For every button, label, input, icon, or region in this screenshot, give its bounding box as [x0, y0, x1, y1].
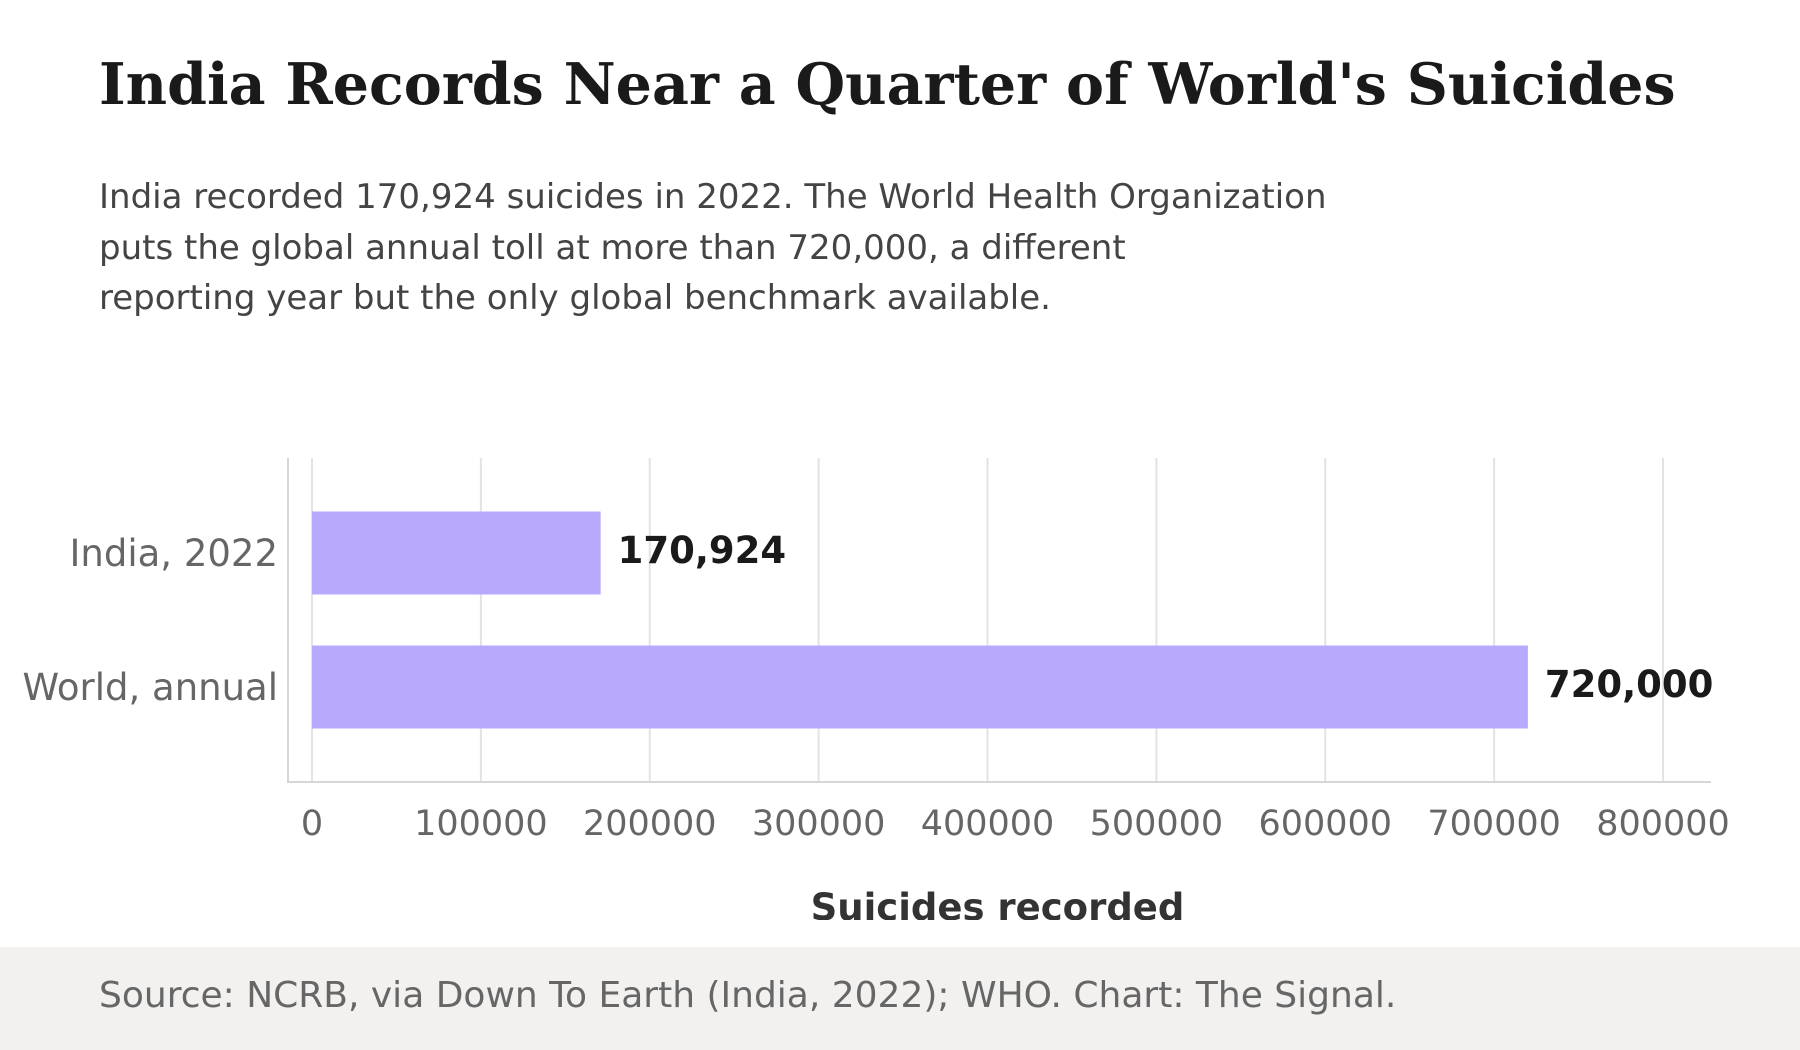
- x-tick-label: 600000: [1258, 804, 1392, 844]
- category-label: India, 2022: [70, 532, 279, 575]
- x-tick-label: 100000: [414, 804, 548, 844]
- bar: [312, 645, 1528, 729]
- footer-bar: [0, 947, 1800, 1050]
- source-note: Source: NCRB, via Down To Earth (India, …: [99, 975, 1397, 1016]
- x-tick-label: 200000: [583, 804, 717, 844]
- x-tick-label: 800000: [1596, 804, 1730, 844]
- bar-chart: 0 100000 200000 300000 400000 500000 600000 700…: [22, 458, 1730, 920]
- gridlines: [311, 458, 1664, 782]
- labels: 0 100000 200000 300000 400000 500000 600000 700…: [22, 529, 1729, 920]
- category-label: World, annual: [22, 666, 278, 709]
- x-tick-label: 400000: [921, 804, 1055, 844]
- value-label: 170,924: [618, 529, 787, 572]
- bars: [312, 511, 1528, 729]
- axes: [287, 458, 1711, 783]
- value-label: 720,000: [1545, 663, 1714, 706]
- bar: [312, 511, 601, 595]
- x-tick-label: 300000: [752, 804, 886, 844]
- chart-title: India Records Near a Quarter of World's …: [99, 51, 1676, 118]
- x-tick-label: 500000: [1090, 804, 1224, 844]
- x-tick-label: 700000: [1427, 804, 1561, 844]
- chart-subtitle: India recorded 170,924 suicides in 2022.…: [99, 177, 1327, 318]
- x-axis-title: Suicides recorded: [811, 886, 1185, 920]
- x-tick-label: 0: [301, 804, 323, 844]
